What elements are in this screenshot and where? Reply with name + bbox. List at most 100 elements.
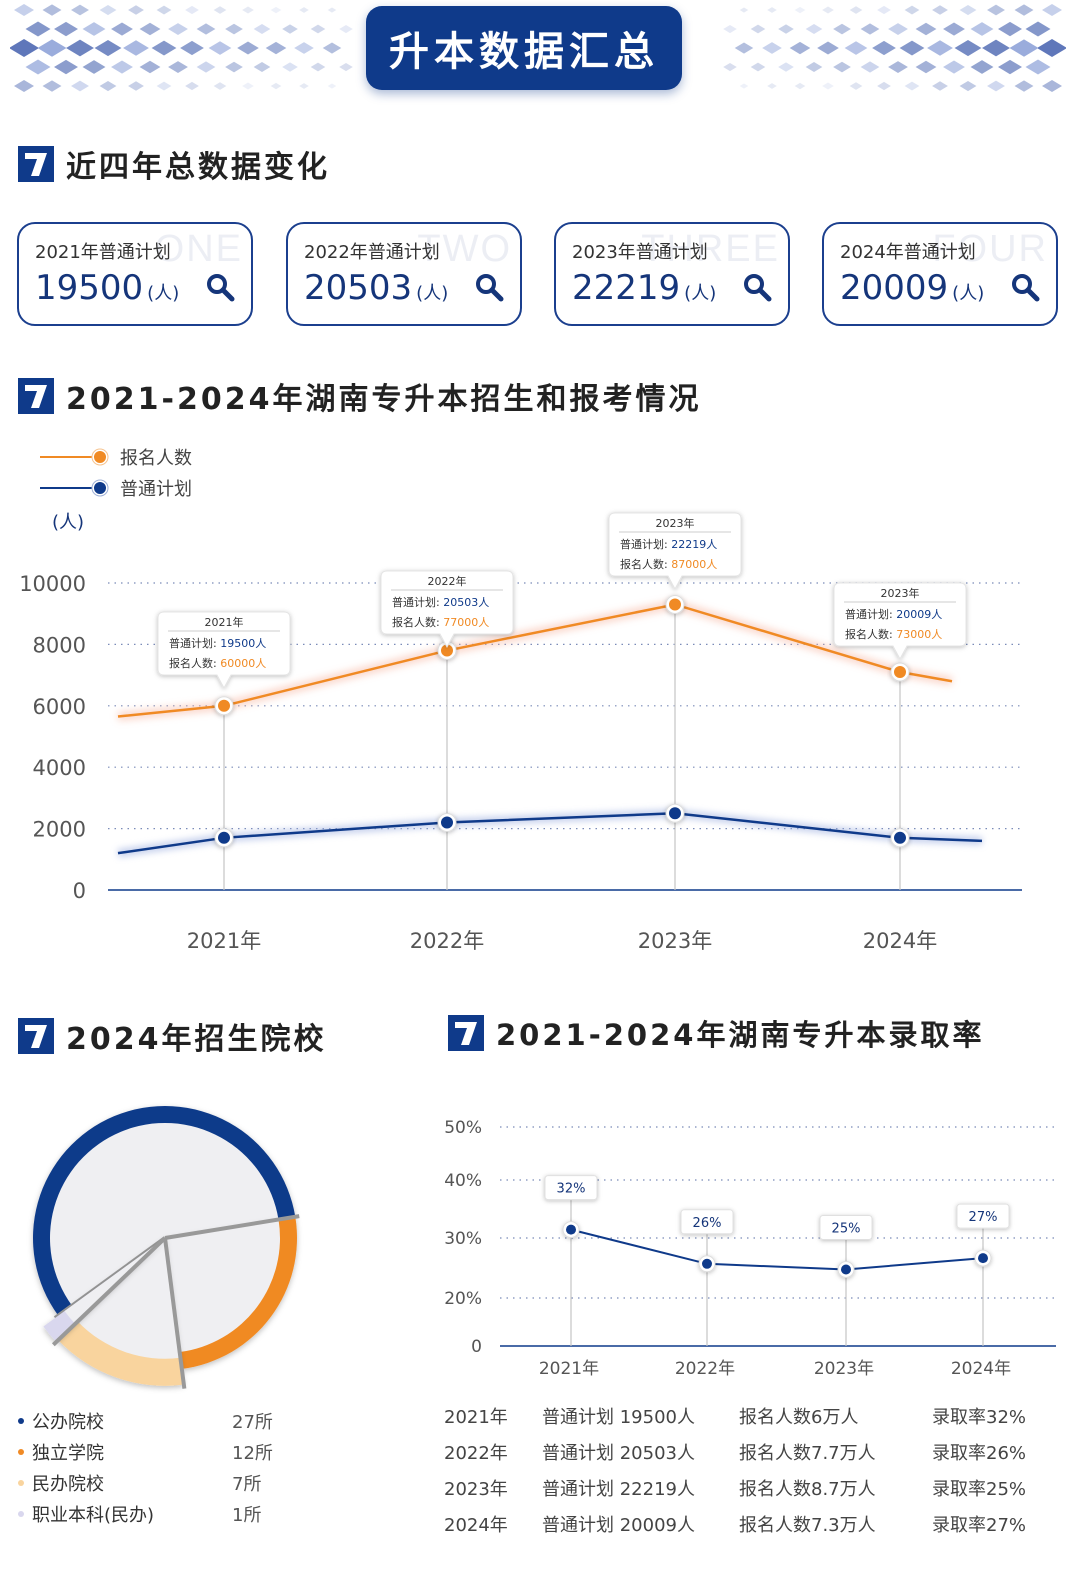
diamond-shape bbox=[37, 39, 67, 57]
tooltip-plan: 普通计划: 22219人 bbox=[620, 537, 717, 551]
diamond-shape bbox=[265, 41, 287, 55]
diamond-shape bbox=[322, 42, 342, 54]
diamond-shape bbox=[794, 6, 806, 14]
data-point bbox=[218, 699, 230, 712]
tooltip-plan: 普通计划: 20009人 bbox=[845, 607, 942, 621]
tooltip-year: 2021年 bbox=[205, 615, 244, 629]
x-tick-label: 2024年 bbox=[863, 929, 937, 953]
section-marker-icon bbox=[448, 1015, 484, 1051]
diamond-shape bbox=[82, 22, 106, 36]
diamond-shape bbox=[128, 5, 144, 15]
y-tick-label: 0 bbox=[471, 1337, 482, 1357]
tooltip-apply-label: 报名人数: bbox=[845, 627, 896, 641]
diamond-shape bbox=[196, 61, 216, 73]
diamond-shape bbox=[156, 5, 172, 15]
diamond-shape bbox=[822, 82, 834, 90]
diamond-shape bbox=[128, 81, 144, 91]
diamond-shape bbox=[970, 60, 994, 74]
section-header-schools: 2024年招生院校 bbox=[18, 1014, 327, 1058]
pie-legend: 公办院校 27所 独立学院 12所 民办院校 7所 职业本科(民办) 1所 bbox=[18, 1405, 273, 1529]
y-tick-label: 40% bbox=[444, 1171, 482, 1191]
pie-divider bbox=[164, 1214, 300, 1240]
diamond-shape bbox=[213, 82, 227, 90]
diamond-shape bbox=[899, 40, 925, 56]
legend-item-plan: 普通计划 bbox=[40, 475, 192, 501]
card-label: 2021年普通计划 bbox=[35, 242, 171, 263]
diamond-shape bbox=[1025, 59, 1051, 75]
stat-card-2023: THREE 2023年普通计划 22219 (人) bbox=[554, 222, 790, 326]
diamond-shape bbox=[54, 21, 78, 37]
banner-title: 升本数据汇总 bbox=[366, 6, 682, 90]
diamond-shape bbox=[970, 22, 994, 36]
diamond-shape bbox=[208, 41, 232, 55]
data-label-box bbox=[819, 1215, 873, 1240]
diamond-shape bbox=[242, 6, 254, 14]
diamond-shape bbox=[877, 5, 891, 15]
table-cell: 2021年 bbox=[444, 1407, 508, 1428]
legend-dot bbox=[18, 1510, 24, 1517]
table-cell: 录取率32% bbox=[932, 1407, 1027, 1428]
diamond-shape bbox=[151, 40, 177, 56]
table-row: 2023年 普通计划 22219人 报名人数8.7万人 录取率25% bbox=[444, 1470, 1042, 1506]
tooltip-apply-value: 87000人 bbox=[671, 558, 717, 571]
diamond-shape bbox=[42, 80, 62, 92]
tooltip-apply: 报名人数: 87000人 bbox=[620, 557, 717, 571]
table-cell: 报名人数7.7万人 bbox=[739, 1443, 876, 1464]
data-point bbox=[441, 644, 453, 657]
diamond-shape bbox=[959, 4, 977, 16]
card-value: 22219 (人) bbox=[572, 268, 716, 308]
tooltip-apply-value: 73000人 bbox=[896, 628, 942, 641]
pie-slice-inner bbox=[50, 1123, 279, 1306]
data-label-box bbox=[956, 1203, 1010, 1229]
diamond-shape bbox=[805, 24, 823, 34]
diamond-shape bbox=[327, 83, 337, 89]
tooltip-plan-value: 19500人 bbox=[220, 637, 266, 650]
y-tick-label: 4000 bbox=[33, 756, 86, 780]
diamond-shape bbox=[294, 42, 314, 54]
y-tick-label: 0 bbox=[73, 879, 86, 903]
diamond-shape bbox=[94, 39, 122, 57]
diamond-shape bbox=[723, 24, 737, 34]
diamond-shape bbox=[915, 60, 937, 74]
diamond-shape bbox=[339, 62, 353, 72]
pie-legend-item: 职业本科(民办) 1所 bbox=[18, 1498, 273, 1529]
diamond-shape bbox=[860, 61, 880, 73]
tooltip-apply: 报名人数: 77000人 bbox=[392, 615, 489, 629]
table-cell: 录取率25% bbox=[932, 1479, 1027, 1500]
schools-pie-chart bbox=[33, 1106, 300, 1389]
diamond-shape bbox=[1014, 80, 1034, 92]
table-cell: 普通计划 19500人 bbox=[542, 1407, 695, 1428]
diamond-shape bbox=[139, 22, 161, 36]
diamond-shape bbox=[833, 61, 851, 73]
legend-label: 普通计划 bbox=[120, 479, 192, 500]
diamond-shape bbox=[767, 83, 777, 89]
table-cell: 普通计划 22219人 bbox=[542, 1479, 695, 1500]
x-tick-label: 2023年 bbox=[638, 929, 712, 953]
y-tick-label: 50% bbox=[444, 1118, 482, 1138]
diamond-shape bbox=[1014, 4, 1034, 16]
diamond-shape bbox=[242, 82, 254, 90]
tooltip-apply: 报名人数: 60000人 bbox=[169, 656, 266, 670]
banner-decoration-right bbox=[723, 4, 1066, 92]
diamond-shape bbox=[998, 59, 1022, 75]
y-tick-label: 6000 bbox=[33, 695, 86, 719]
card-watermark: FOUR bbox=[932, 228, 1048, 270]
data-point bbox=[566, 1224, 576, 1235]
diamond-shape bbox=[25, 21, 51, 37]
diamond-shape bbox=[310, 62, 326, 72]
x-tick-label: 2022年 bbox=[675, 1359, 735, 1379]
pie-divider bbox=[51, 1236, 167, 1347]
diamond-shape bbox=[860, 23, 880, 35]
tooltip-apply-label: 报名人数: bbox=[392, 615, 443, 629]
diamond-shape bbox=[1037, 39, 1066, 57]
diamond-shape bbox=[987, 4, 1005, 16]
pie-legend-item: 民办院校 7所 bbox=[18, 1467, 273, 1498]
diamond-shape bbox=[42, 4, 62, 16]
diamond-shape bbox=[156, 81, 172, 91]
search-icon bbox=[1012, 274, 1040, 302]
diamond-shape bbox=[185, 81, 199, 91]
card-label: 2024年普通计划 bbox=[840, 242, 976, 263]
diamond-shape bbox=[327, 7, 337, 13]
